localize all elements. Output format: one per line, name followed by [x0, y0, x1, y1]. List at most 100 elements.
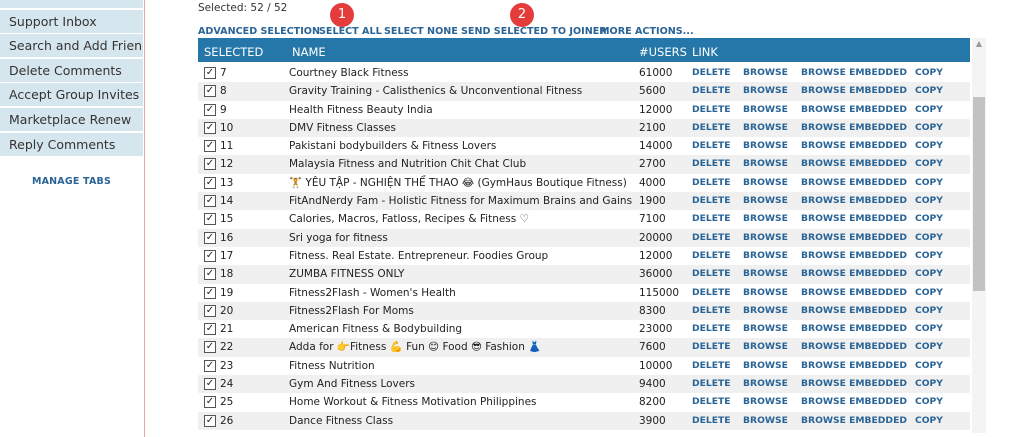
row-delete-link[interactable]: DELETE — [692, 158, 731, 170]
sidebar-item-reply-comments[interactable]: Reply Comments — [0, 132, 143, 156]
row-delete-link[interactable]: DELETE — [692, 323, 731, 335]
row-copy-link[interactable]: COPY — [915, 158, 943, 170]
row-browse-embedded-link[interactable]: BROWSE EMBEDDED — [801, 378, 907, 390]
row-delete-link[interactable]: DELETE — [692, 414, 731, 426]
row-browse-link[interactable]: BROWSE — [743, 67, 788, 78]
row-copy-link[interactable]: COPY — [915, 176, 943, 188]
row-browse-embedded-link[interactable]: BROWSE EMBEDDED — [801, 121, 907, 133]
row-checkbox[interactable]: ✓ — [204, 396, 216, 409]
row-browse-embedded-link[interactable]: BROWSE EMBEDDED — [801, 103, 907, 115]
row-checkbox[interactable]: ✓ — [204, 213, 216, 226]
row-copy-link[interactable]: COPY — [915, 121, 943, 133]
row-delete-link[interactable]: DELETE — [692, 378, 731, 390]
row-delete-link[interactable]: DELETE — [692, 341, 731, 353]
row-browse-link[interactable]: BROWSE — [743, 213, 788, 225]
row-browse-link[interactable]: BROWSE — [743, 414, 788, 426]
row-delete-link[interactable]: DELETE — [692, 176, 731, 188]
row-checkbox[interactable]: ✓ — [204, 140, 216, 153]
row-checkbox[interactable]: ✓ — [204, 158, 216, 171]
row-delete-link[interactable]: DELETE — [692, 286, 731, 298]
row-browse-embedded-link[interactable]: BROWSE EMBEDDED — [801, 396, 907, 408]
scrollbar-thumb[interactable] — [973, 97, 985, 291]
row-browse-link[interactable]: BROWSE — [743, 359, 788, 371]
row-browse-embedded-link[interactable]: BROWSE EMBEDDED — [801, 359, 907, 371]
table-scrollbar[interactable]: ▲ — [972, 38, 986, 433]
row-copy-link[interactable]: COPY — [915, 359, 943, 371]
row-delete-link[interactable]: DELETE — [692, 121, 731, 133]
row-copy-link[interactable]: COPY — [915, 249, 943, 261]
row-delete-link[interactable]: DELETE — [692, 396, 731, 408]
row-browse-link[interactable]: BROWSE — [743, 231, 788, 243]
row-checkbox[interactable]: ✓ — [204, 359, 216, 372]
row-copy-link[interactable]: COPY — [915, 396, 943, 408]
row-browse-link[interactable]: BROWSE — [743, 323, 788, 335]
row-delete-link[interactable]: DELETE — [692, 249, 731, 261]
row-checkbox[interactable]: ✓ — [204, 121, 216, 134]
row-delete-link[interactable]: DELETE — [692, 103, 731, 115]
row-browse-link[interactable]: BROWSE — [743, 286, 788, 298]
sidebar-item-marketplace-renew[interactable]: Marketplace Renew — [0, 107, 143, 131]
row-checkbox[interactable]: ✓ — [204, 304, 216, 317]
row-checkbox[interactable]: ✓ — [204, 195, 216, 208]
row-browse-embedded-link[interactable]: BROWSE EMBEDDED — [801, 195, 907, 207]
sidebar-item-accept-group-invites[interactable]: Accept Group Invites — [0, 83, 143, 107]
row-browse-embedded-link[interactable]: BROWSE EMBEDDED — [801, 213, 907, 225]
row-copy-link[interactable]: COPY — [915, 268, 943, 280]
row-copy-link[interactable]: COPY — [915, 213, 943, 225]
sidebar-item-search-add-friends[interactable]: Search and Add Friends — [0, 34, 143, 58]
row-checkbox[interactable]: ✓ — [204, 176, 216, 189]
row-browse-link[interactable]: BROWSE — [743, 176, 788, 188]
sidebar-item-support-inbox[interactable]: Support Inbox — [0, 9, 143, 33]
select-all-link[interactable]: SELECT ALL — [319, 26, 382, 37]
row-delete-link[interactable]: DELETE — [692, 140, 731, 152]
row-copy-link[interactable]: COPY — [915, 304, 943, 316]
row-checkbox[interactable]: ✓ — [204, 85, 216, 98]
row-checkbox[interactable]: ✓ — [204, 103, 216, 116]
row-browse-embedded-link[interactable]: BROWSE EMBEDDED — [801, 176, 907, 188]
row-checkbox[interactable]: ✓ — [204, 249, 216, 262]
row-browse-embedded-link[interactable]: BROWSE EMBEDDED — [801, 231, 907, 243]
row-copy-link[interactable]: COPY — [915, 378, 943, 390]
row-browse-embedded-link[interactable]: BROWSE EMBEDDED — [801, 304, 907, 316]
row-browse-embedded-link[interactable]: BROWSE EMBEDDED — [801, 67, 907, 78]
row-browse-link[interactable]: BROWSE — [743, 103, 788, 115]
row-checkbox[interactable]: ✓ — [204, 323, 216, 336]
row-browse-embedded-link[interactable]: BROWSE EMBEDDED — [801, 249, 907, 261]
sidebar-item-partial[interactable] — [0, 0, 143, 8]
row-browse-link[interactable]: BROWSE — [743, 378, 788, 390]
row-copy-link[interactable]: COPY — [915, 341, 943, 353]
row-copy-link[interactable]: COPY — [915, 103, 943, 115]
row-browse-link[interactable]: BROWSE — [743, 249, 788, 261]
row-copy-link[interactable]: COPY — [915, 286, 943, 298]
sidebar-item-delete-comments[interactable]: Delete Comments — [0, 58, 143, 82]
row-browse-link[interactable]: BROWSE — [743, 304, 788, 316]
row-delete-link[interactable]: DELETE — [692, 195, 731, 207]
manage-tabs-link[interactable]: MANAGE TABS — [31, 176, 112, 187]
row-browse-embedded-link[interactable]: BROWSE EMBEDDED — [801, 341, 907, 353]
row-copy-link[interactable]: COPY — [915, 323, 943, 335]
scroll-up-arrow-icon[interactable]: ▲ — [975, 39, 983, 48]
row-browse-link[interactable]: BROWSE — [743, 140, 788, 152]
row-checkbox[interactable]: ✓ — [204, 378, 216, 391]
row-checkbox[interactable]: ✓ — [204, 268, 216, 281]
row-browse-link[interactable]: BROWSE — [743, 158, 788, 170]
row-browse-link[interactable]: BROWSE — [743, 121, 788, 133]
row-checkbox[interactable]: ✓ — [204, 231, 216, 244]
row-copy-link[interactable]: COPY — [915, 231, 943, 243]
row-delete-link[interactable]: DELETE — [692, 85, 731, 97]
row-delete-link[interactable]: DELETE — [692, 213, 731, 225]
row-checkbox[interactable]: ✓ — [204, 341, 216, 354]
row-browse-embedded-link[interactable]: BROWSE EMBEDDED — [801, 268, 907, 280]
row-browse-embedded-link[interactable]: BROWSE EMBEDDED — [801, 414, 907, 426]
row-delete-link[interactable]: DELETE — [692, 67, 731, 78]
row-delete-link[interactable]: DELETE — [692, 268, 731, 280]
row-copy-link[interactable]: COPY — [915, 195, 943, 207]
row-browse-embedded-link[interactable]: BROWSE EMBEDDED — [801, 85, 907, 97]
row-delete-link[interactable]: DELETE — [692, 359, 731, 371]
advanced-selection-link[interactable]: ADVANCED SELECTION — [198, 26, 320, 37]
select-none-link[interactable]: SELECT NONE — [384, 26, 458, 37]
more-actions-link[interactable]: MORE ACTIONS... — [600, 26, 694, 37]
send-selected-to-joiner-link[interactable]: SEND SELECTED TO JOINER — [461, 26, 607, 37]
row-checkbox[interactable]: ✓ — [204, 286, 216, 299]
row-delete-link[interactable]: DELETE — [692, 231, 731, 243]
